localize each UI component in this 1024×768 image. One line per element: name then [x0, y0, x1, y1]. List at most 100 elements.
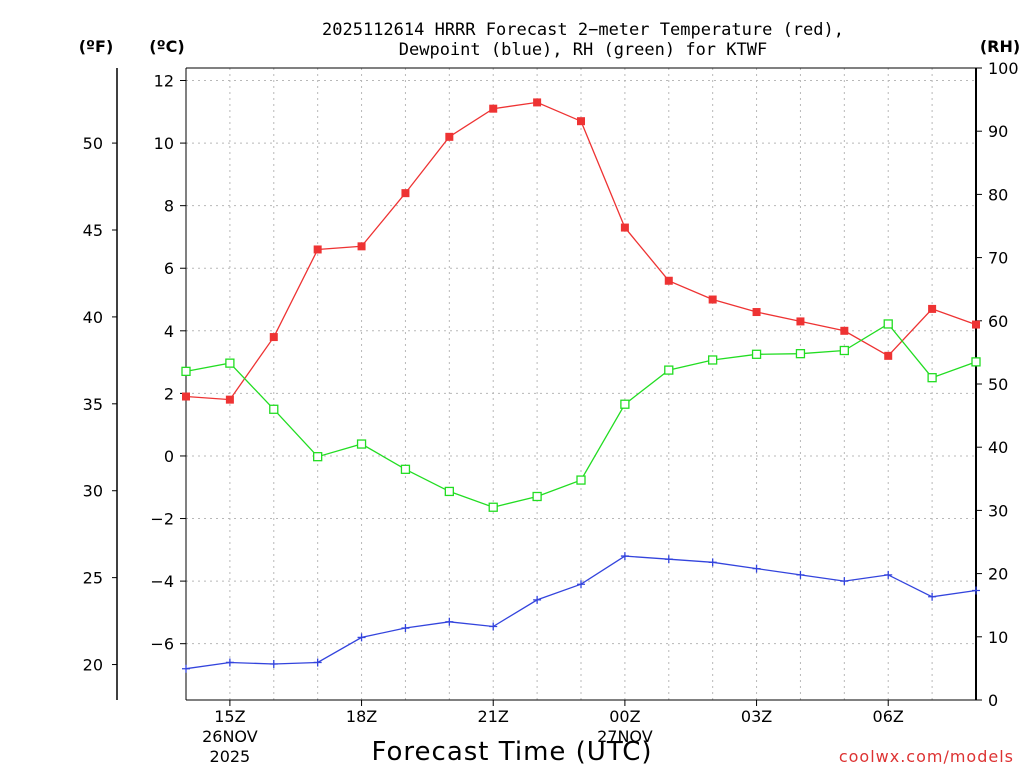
temperature-data-point	[664, 276, 673, 285]
rh-data-point	[620, 399, 630, 409]
dewpoint-data-point	[972, 586, 980, 595]
rh-data-point	[181, 366, 191, 377]
celsius-tick-label: 6	[164, 259, 174, 278]
dewpoint-data-point	[708, 558, 717, 567]
chart-title-line2: Dewpoint (blue), RH (green) for KTWF	[399, 40, 767, 60]
x-tick-label: 15Z	[214, 707, 245, 726]
celsius-tick-label: 2	[164, 384, 174, 403]
celsius-tick-label: 0	[164, 447, 174, 466]
rh-data-point	[400, 464, 411, 474]
rh-tick-label: 0	[988, 691, 998, 710]
x-tick-date-label: 26NOV	[202, 727, 258, 746]
rh-data-point	[927, 373, 937, 383]
dewpoint-data-point	[269, 660, 278, 669]
rh-data-point	[225, 358, 235, 368]
x-tick-label: 06Z	[873, 707, 904, 726]
dewpoint-data-point	[225, 658, 234, 667]
celsius-tick-label: −2	[150, 510, 174, 529]
rh-tick-label: 70	[988, 249, 1008, 268]
rh-data-point	[664, 365, 674, 375]
celsius-tick-label: −6	[150, 635, 174, 654]
rh-tick-label: 100	[988, 59, 1019, 78]
celsius-tick-label: 12	[154, 72, 174, 91]
rh-tick-label: 50	[988, 375, 1008, 394]
dewpoint-data-point	[752, 564, 761, 573]
rh-tick-label: 60	[988, 312, 1008, 331]
rh-tick-label: 80	[988, 185, 1008, 204]
temperature-data-point	[840, 326, 849, 335]
fahrenheit-unit-label: (ºF)	[79, 37, 114, 56]
tick-labels: −6−4−20246810122025303540455001020304050…	[83, 59, 1019, 766]
rh-tick-label: 40	[988, 438, 1008, 457]
x-tick-label: 18Z	[346, 707, 377, 726]
series-layer	[181, 98, 981, 673]
temperature-data-point	[225, 395, 234, 404]
celsius-tick-label: 8	[164, 197, 174, 216]
celsius-unit-label: (ºC)	[149, 37, 184, 56]
fahrenheit-tick-label: 30	[83, 482, 103, 501]
temperature-data-point	[752, 308, 761, 317]
celsius-tick-label: 10	[154, 134, 174, 153]
rh-data-point	[708, 355, 718, 365]
rh-data-point	[356, 439, 367, 449]
temperature-data-point	[489, 104, 498, 113]
rh-data-point	[795, 349, 806, 359]
dewpoint-data-point	[620, 552, 629, 561]
temperature-data-point	[928, 304, 937, 313]
fahrenheit-tick-label: 50	[83, 134, 103, 153]
dewpoint-data-point	[928, 592, 937, 601]
rh-tick-label: 10	[988, 628, 1008, 647]
dewpoint-data-point	[182, 664, 190, 673]
temperature-data-point	[796, 317, 805, 326]
x-tick-year-label: 2025	[210, 747, 251, 766]
fahrenheit-tick-label: 20	[83, 656, 103, 675]
dewpoint-data-point	[796, 570, 805, 579]
rh-tick-label: 30	[988, 501, 1008, 520]
dewpoint-data-point	[533, 595, 542, 604]
rh-data-point	[532, 491, 542, 502]
celsius-tick-label: 4	[164, 322, 174, 341]
rh-data-point	[488, 502, 498, 512]
fahrenheit-tick-label: 25	[83, 569, 103, 588]
dewpoint-data-point	[577, 580, 585, 589]
temperature-data-point	[357, 242, 366, 251]
dewpoint-data-point	[489, 622, 498, 631]
temperature-data-point	[533, 98, 542, 107]
rh-data-point	[839, 345, 849, 356]
x-tick-label: 00Z	[609, 707, 640, 726]
x-tick-label: 03Z	[741, 707, 772, 726]
x-tick-date-label: 27NOV	[597, 727, 653, 746]
dewpoint-data-point	[313, 658, 322, 667]
rh-tick-label: 20	[988, 565, 1008, 584]
rh-data-point	[883, 319, 893, 329]
rh-data-point	[444, 486, 454, 497]
temperature-data-point	[884, 351, 893, 360]
rh-unit-label: (RH)	[980, 37, 1020, 56]
temperature-data-point	[445, 132, 454, 141]
rh-tick-label: 90	[988, 122, 1008, 141]
dewpoint-data-point	[664, 555, 673, 564]
temperature-data-point	[620, 223, 629, 232]
x-axis-label: Forecast Time (UTC)	[371, 737, 652, 767]
rh-data-point	[751, 349, 762, 359]
temperature-data-point	[313, 245, 322, 254]
rh-data-point	[269, 404, 279, 414]
temperature-data-point	[182, 392, 190, 401]
chart-title-line1: 2025112614 HRRR Forecast 2−meter Tempera…	[322, 20, 844, 40]
dewpoint-data-point	[884, 570, 893, 579]
rh-data-point	[971, 357, 981, 367]
temperature-data-point	[577, 117, 585, 126]
fahrenheit-tick-label: 40	[83, 308, 103, 327]
rh-data-point	[313, 452, 323, 462]
temperature-data-point	[708, 295, 717, 304]
temperature-data-point	[269, 333, 278, 342]
rh-data-point	[576, 475, 586, 485]
fahrenheit-tick-label: 45	[83, 221, 103, 240]
dewpoint-data-point	[445, 617, 454, 626]
temperature-data-point	[972, 320, 980, 329]
dewpoint-data-point	[401, 624, 410, 633]
fahrenheit-tick-label: 35	[83, 395, 103, 414]
dewpoint-data-point	[357, 633, 366, 642]
